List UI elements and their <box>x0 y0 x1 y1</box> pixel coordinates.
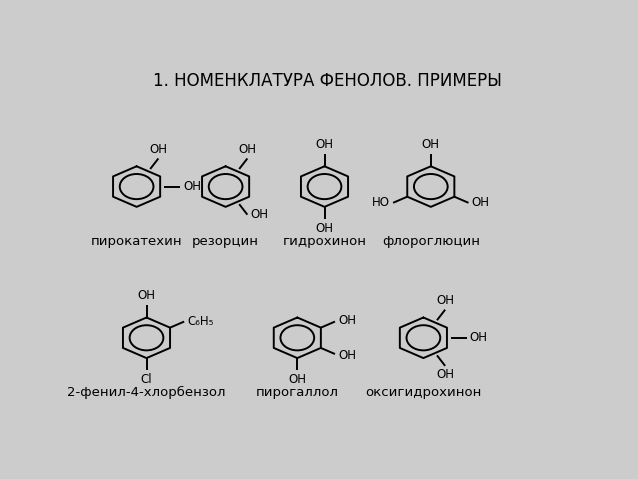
Text: OH: OH <box>471 196 489 209</box>
Text: резорцин: резорцин <box>192 235 259 248</box>
Text: C₆H₅: C₆H₅ <box>187 315 214 328</box>
Text: OH: OH <box>316 138 334 151</box>
Text: OH: OH <box>436 368 454 381</box>
Text: OH: OH <box>470 331 488 344</box>
Text: OH: OH <box>436 294 454 307</box>
Text: OH: OH <box>250 208 269 221</box>
Text: OH: OH <box>288 373 306 386</box>
Text: OH: OH <box>316 222 334 235</box>
Text: пирокатехин: пирокатехин <box>91 235 182 248</box>
Text: оксигидрохинон: оксигидрохинон <box>365 386 482 399</box>
Text: OH: OH <box>422 138 440 151</box>
Text: HO: HO <box>372 196 390 209</box>
Text: флороглюцин: флороглюцин <box>382 235 480 248</box>
Text: 1. НОМЕНКЛАТУРА ФЕНОЛОВ. ПРИМЕРЫ: 1. НОМЕНКЛАТУРА ФЕНОЛОВ. ПРИМЕРЫ <box>152 72 501 90</box>
Text: OH: OH <box>183 180 201 193</box>
Text: 2-фенил-4-хлорбензол: 2-фенил-4-хлорбензол <box>67 386 226 399</box>
Text: OH: OH <box>338 314 356 327</box>
Text: гидрохинон: гидрохинон <box>283 235 366 248</box>
Text: Cl: Cl <box>141 373 152 386</box>
Text: OH: OH <box>239 143 256 156</box>
Text: OH: OH <box>138 289 156 302</box>
Text: пирогаллол: пирогаллол <box>256 386 339 399</box>
Text: OH: OH <box>338 349 356 362</box>
Text: OH: OH <box>149 143 167 156</box>
